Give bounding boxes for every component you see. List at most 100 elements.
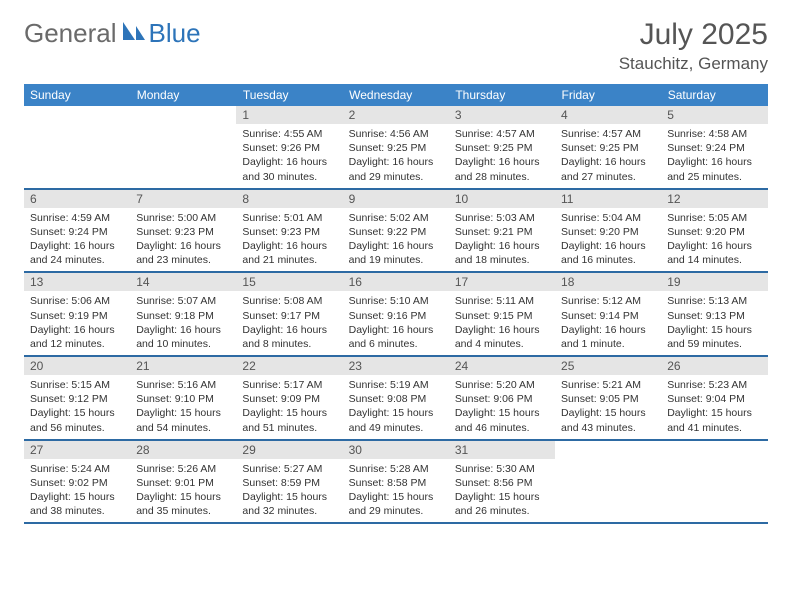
sunrise-text: Sunrise: 5:30 AM — [455, 462, 549, 476]
calendar-cell: 3Sunrise: 4:57 AMSunset: 9:25 PMDaylight… — [449, 106, 555, 189]
daylight-text: Daylight: 16 hours and 18 minutes. — [455, 239, 549, 267]
calendar-cell: 11Sunrise: 5:04 AMSunset: 9:20 PMDayligh… — [555, 189, 661, 273]
day-number: 15 — [236, 273, 342, 291]
calendar-week-row: 6Sunrise: 4:59 AMSunset: 9:24 PMDaylight… — [24, 189, 768, 273]
sunset-text: Sunset: 9:01 PM — [136, 476, 230, 490]
daylight-text: Daylight: 16 hours and 23 minutes. — [136, 239, 230, 267]
day-details: Sunrise: 4:56 AMSunset: 9:25 PMDaylight:… — [343, 124, 449, 188]
weekday-header: Friday — [555, 84, 661, 106]
calendar-cell: 6Sunrise: 4:59 AMSunset: 9:24 PMDaylight… — [24, 189, 130, 273]
day-number: 20 — [24, 357, 130, 375]
daylight-text: Daylight: 15 hours and 32 minutes. — [242, 490, 336, 518]
sunset-text: Sunset: 9:05 PM — [561, 392, 655, 406]
calendar-cell: 12Sunrise: 5:05 AMSunset: 9:20 PMDayligh… — [661, 189, 767, 273]
calendar-cell: 24Sunrise: 5:20 AMSunset: 9:06 PMDayligh… — [449, 356, 555, 440]
sunrise-text: Sunrise: 5:05 AM — [667, 211, 761, 225]
day-details: Sunrise: 5:10 AMSunset: 9:16 PMDaylight:… — [343, 291, 449, 355]
sunrise-text: Sunrise: 5:28 AM — [349, 462, 443, 476]
day-details: Sunrise: 5:08 AMSunset: 9:17 PMDaylight:… — [236, 291, 342, 355]
daylight-text: Daylight: 16 hours and 4 minutes. — [455, 323, 549, 351]
day-number: 11 — [555, 190, 661, 208]
sunrise-text: Sunrise: 4:57 AM — [455, 127, 549, 141]
day-details: Sunrise: 5:12 AMSunset: 9:14 PMDaylight:… — [555, 291, 661, 355]
calendar-cell — [661, 440, 767, 524]
calendar-cell: 10Sunrise: 5:03 AMSunset: 9:21 PMDayligh… — [449, 189, 555, 273]
sunset-text: Sunset: 9:09 PM — [242, 392, 336, 406]
day-details: Sunrise: 5:06 AMSunset: 9:19 PMDaylight:… — [24, 291, 130, 355]
daylight-text: Daylight: 15 hours and 46 minutes. — [455, 406, 549, 434]
calendar-cell: 2Sunrise: 4:56 AMSunset: 9:25 PMDaylight… — [343, 106, 449, 189]
weekday-header: Monday — [130, 84, 236, 106]
calendar-cell: 26 Sunrise: 5:23 AMSunset: 9:04 PMDayligh… — [661, 356, 767, 440]
day-number: 2 — [343, 106, 449, 124]
calendar-cell — [555, 440, 661, 524]
daylight-text: Daylight: 16 hours and 27 minutes. — [561, 155, 655, 183]
daylight-text: Daylight: 16 hours and 6 minutes. — [349, 323, 443, 351]
sunrise-text: Sunrise: 4:57 AM — [561, 127, 655, 141]
sunset-text: Sunset: 9:26 PM — [242, 141, 336, 155]
sunset-text: Sunset: 9:16 PM — [349, 309, 443, 323]
calendar-cell: 31Sunrise: 5:30 AMSunset: 8:56 PMDayligh… — [449, 440, 555, 524]
sunset-text: Sunset: 9:23 PM — [136, 225, 230, 239]
calendar-body: 1Sunrise: 4:55 AMSunset: 9:26 PMDaylight… — [24, 106, 768, 523]
sunrise-text: Sunrise: 5:01 AM — [242, 211, 336, 225]
daylight-text: Daylight: 15 hours and 59 minutes. — [667, 323, 761, 351]
day-details: Sunrise: 5:02 AMSunset: 9:22 PMDaylight:… — [343, 208, 449, 272]
weekday-header: Sunday — [24, 84, 130, 106]
day-number: 8 — [236, 190, 342, 208]
sunset-text: Sunset: 9:04 PM — [667, 392, 761, 406]
calendar-cell — [130, 106, 236, 189]
logo: General Blue — [24, 18, 201, 49]
header-row: General Blue July 2025 Stauchitz, German… — [24, 18, 768, 74]
day-number: 30 — [343, 441, 449, 459]
day-number: 19 — [661, 273, 767, 291]
day-number: 5 — [661, 106, 767, 124]
calendar-cell: 22Sunrise: 5:17 AMSunset: 9:09 PMDayligh… — [236, 356, 342, 440]
daylight-text: Daylight: 15 hours and 29 minutes. — [349, 490, 443, 518]
logo-sail-icon — [121, 20, 147, 47]
daylight-text: Daylight: 16 hours and 29 minutes. — [349, 155, 443, 183]
day-number: 23 — [343, 357, 449, 375]
day-number: 26 — [661, 357, 767, 375]
daylight-text: Daylight: 16 hours and 28 minutes. — [455, 155, 549, 183]
day-number: 13 — [24, 273, 130, 291]
day-details: Sunrise: 5:20 AMSunset: 9:06 PMDaylight:… — [449, 375, 555, 439]
daylight-text: Daylight: 16 hours and 19 minutes. — [349, 239, 443, 267]
sunrise-text: Sunrise: 5:04 AM — [561, 211, 655, 225]
day-number: 4 — [555, 106, 661, 124]
calendar-cell: 21Sunrise: 5:16 AMSunset: 9:10 PMDayligh… — [130, 356, 236, 440]
calendar-cell: 9Sunrise: 5:02 AMSunset: 9:22 PMDaylight… — [343, 189, 449, 273]
sunset-text: Sunset: 9:14 PM — [561, 309, 655, 323]
sunset-text: Sunset: 9:24 PM — [30, 225, 124, 239]
day-details: Sunrise: 5:30 AMSunset: 8:56 PMDaylight:… — [449, 459, 555, 523]
daylight-text: Daylight: 15 hours and 38 minutes. — [30, 490, 124, 518]
sunset-text: Sunset: 9:02 PM — [30, 476, 124, 490]
sunrise-text: Sunrise: 5:15 AM — [30, 378, 124, 392]
daylight-text: Daylight: 15 hours and 41 minutes. — [667, 406, 761, 434]
sunset-text: Sunset: 9:19 PM — [30, 309, 124, 323]
sunset-text: Sunset: 9:25 PM — [349, 141, 443, 155]
sunrise-text: Sunrise: 5:06 AM — [30, 294, 124, 308]
day-number: 22 — [236, 357, 342, 375]
day-details: Sunrise: 5:04 AMSunset: 9:20 PMDaylight:… — [555, 208, 661, 272]
daylight-text: Daylight: 15 hours and 56 minutes. — [30, 406, 124, 434]
sunset-text: Sunset: 9:20 PM — [561, 225, 655, 239]
day-details: Sunrise: 4:58 AMSunset: 9:24 PMDaylight:… — [661, 124, 767, 188]
daylight-text: Daylight: 15 hours and 43 minutes. — [561, 406, 655, 434]
sunset-text: Sunset: 9:24 PM — [667, 141, 761, 155]
calendar-cell: 18Sunrise: 5:12 AMSunset: 9:14 PMDayligh… — [555, 272, 661, 356]
sunrise-text: Sunrise: 5:23 AM — [667, 378, 761, 392]
calendar-cell: 13Sunrise: 5:06 AMSunset: 9:19 PMDayligh… — [24, 272, 130, 356]
day-details: Sunrise: 5:13 AMSunset: 9:13 PMDaylight:… — [661, 291, 767, 355]
sunrise-text: Sunrise: 4:59 AM — [30, 211, 124, 225]
daylight-text: Daylight: 16 hours and 12 minutes. — [30, 323, 124, 351]
calendar-cell: 8Sunrise: 5:01 AMSunset: 9:23 PMDaylight… — [236, 189, 342, 273]
sunrise-text: Sunrise: 4:55 AM — [242, 127, 336, 141]
sunset-text: Sunset: 9:18 PM — [136, 309, 230, 323]
calendar-cell: 19Sunrise: 5:13 AMSunset: 9:13 PMDayligh… — [661, 272, 767, 356]
day-details: Sunrise: 5:03 AMSunset: 9:21 PMDaylight:… — [449, 208, 555, 272]
calendar-cell: 1Sunrise: 4:55 AMSunset: 9:26 PMDaylight… — [236, 106, 342, 189]
weekday-header: Tuesday — [236, 84, 342, 106]
calendar-cell: 28Sunrise: 5:26 AMSunset: 9:01 PMDayligh… — [130, 440, 236, 524]
calendar-cell: 25Sunrise: 5:21 AMSunset: 9:05 PMDayligh… — [555, 356, 661, 440]
